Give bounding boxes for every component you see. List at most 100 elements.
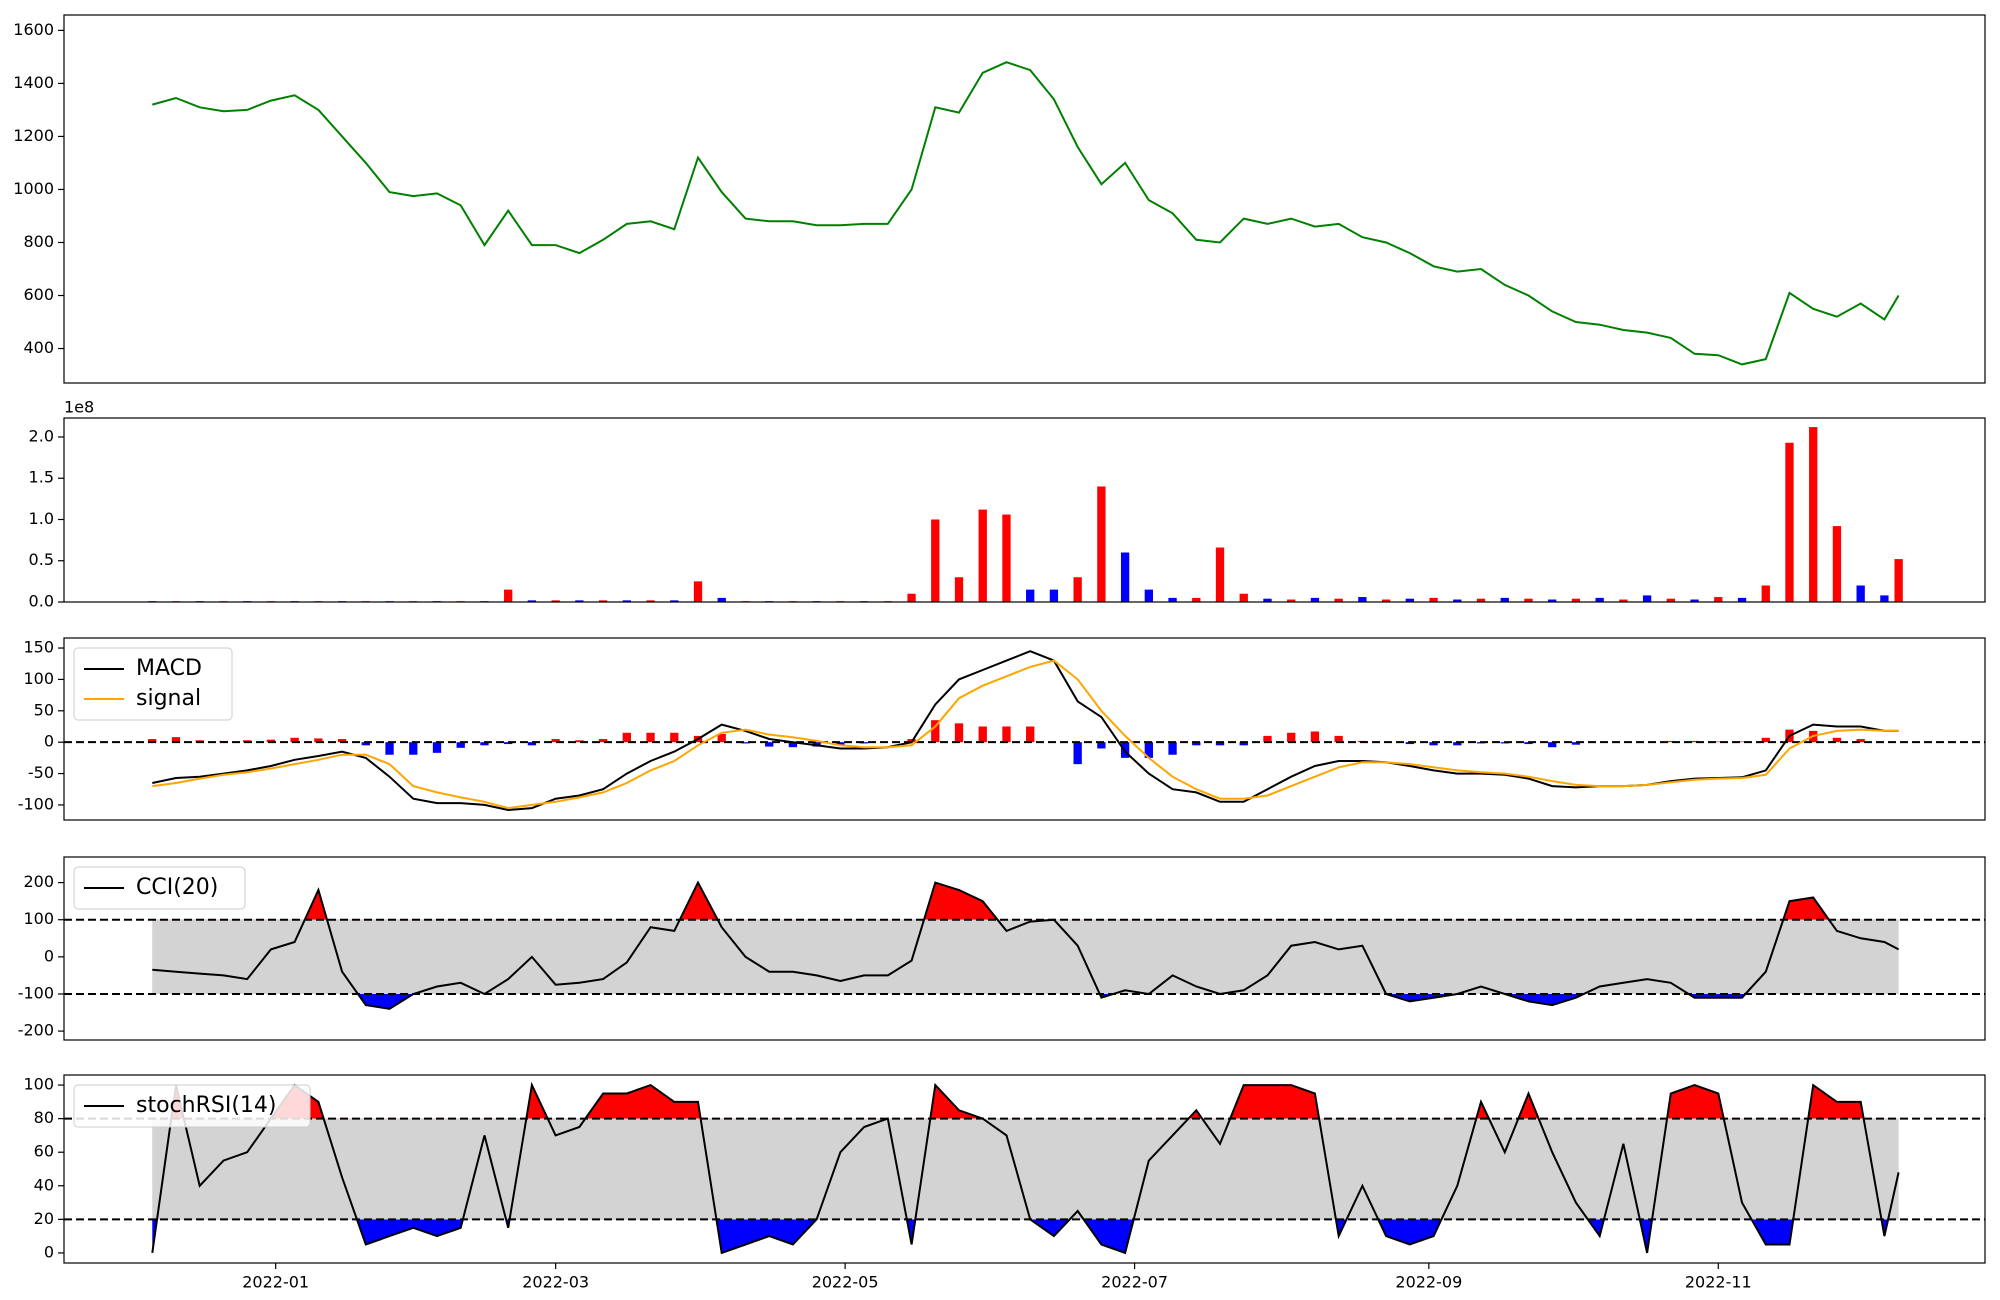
histogram-bar: [148, 739, 157, 743]
volume-bar: [1026, 589, 1035, 602]
x-tick-label: 2022-11: [1685, 1273, 1752, 1292]
histogram-bar: [266, 739, 276, 743]
y-tick-label: 1400: [13, 73, 54, 92]
volume-bar: [575, 600, 584, 602]
volume-bar: [1310, 597, 1320, 602]
axes-frame: [63, 417, 1986, 603]
histogram-bar: [1168, 742, 1177, 755]
y-tick-label: -100: [18, 983, 54, 1002]
legend-label: signal: [136, 686, 201, 711]
y-tick-label: 40: [34, 1175, 54, 1194]
y-tick-label: 1000: [13, 179, 54, 198]
volume-bar: [1880, 595, 1889, 602]
plot-area: [64, 880, 1985, 1010]
y-tick-label: 0: [44, 946, 54, 965]
oversold-fill: [152, 993, 1899, 1009]
histogram-bar: [741, 742, 750, 744]
y-tick-label: -50: [28, 763, 54, 782]
volume-bar: [646, 600, 655, 602]
axes-frame: [63, 637, 1986, 821]
histogram-bar: [1287, 732, 1296, 743]
volume-bar: [1548, 599, 1557, 602]
y-tick-label: 20: [34, 1209, 54, 1228]
histogram-bar: [527, 742, 537, 746]
histogram-bar: [1097, 742, 1106, 749]
histogram-bar: [1073, 742, 1082, 765]
histogram-bar: [646, 732, 655, 743]
histogram-bar: [1192, 742, 1201, 746]
y-offset-label: 1e8: [64, 398, 94, 417]
histogram-bar: [480, 742, 489, 746]
y-tick-label: 1.0: [29, 509, 54, 528]
histogram-bar: [1856, 739, 1865, 743]
histogram-bar: [1453, 742, 1462, 746]
histogram-bar: [1263, 735, 1272, 743]
axes-frame: [63, 14, 1986, 384]
volume-bar: [1785, 442, 1794, 602]
plot-area: [152, 61, 1900, 366]
histogram-bar: [670, 732, 679, 743]
histogram-bar: [1832, 737, 1842, 743]
legend-label: stochRSI(14): [136, 1093, 277, 1118]
volume-bar: [1263, 598, 1272, 602]
histogram-bar: [1334, 735, 1343, 743]
y-tick-label: 0.5: [29, 550, 54, 569]
volume-bar: [1619, 599, 1628, 602]
legend-label: MACD: [136, 656, 202, 681]
volume-bar: [1002, 514, 1011, 602]
volume-bar: [1334, 598, 1343, 602]
axes-frame: [63, 856, 1986, 1041]
volume-bar: [1453, 599, 1462, 602]
y-tick-label: 0.0: [29, 592, 54, 611]
histogram-bar: [456, 742, 465, 748]
volume-bar: [1073, 577, 1082, 602]
volume-bar: [954, 577, 964, 602]
y-tick-label: 1600: [13, 20, 54, 39]
histogram-bar: [361, 742, 370, 746]
histogram-bar: [788, 742, 798, 748]
volume-bar: [1429, 597, 1438, 602]
volume-bar: [907, 593, 916, 602]
histogram-bar: [954, 723, 964, 743]
histogram-bar: [337, 739, 347, 743]
y-tick-label: 60: [34, 1142, 54, 1161]
histogram-bar: [1737, 741, 1747, 743]
volume-bar: [1287, 599, 1296, 602]
histogram-bar: [409, 742, 418, 755]
volume-bar: [1144, 589, 1153, 602]
x-tick-label: 2022-09: [1395, 1273, 1462, 1292]
y-tick-label: 1200: [13, 126, 54, 145]
series-line: [152, 659, 1899, 810]
legend-box: [73, 866, 246, 910]
histogram-bar: [171, 737, 181, 743]
volume-bar: [693, 581, 703, 602]
histogram-bar: [575, 740, 584, 743]
volume-bar: [1358, 597, 1367, 602]
histogram-bar: [1144, 742, 1153, 758]
legend-label: CCI(20): [136, 875, 218, 900]
neutral-band: [152, 919, 1899, 994]
histogram-bar: [1215, 742, 1225, 746]
volume-bar: [931, 519, 940, 602]
histogram-bar: [931, 720, 940, 743]
histogram-bar: [551, 739, 560, 743]
histogram-bar: [859, 742, 869, 744]
y-tick-label: 1.5: [29, 468, 54, 487]
y-tick-label: 400: [23, 338, 54, 357]
volume-bar: [1666, 598, 1675, 602]
histogram-bar: [385, 742, 394, 755]
histogram-bar: [314, 738, 323, 743]
volume-bar: [1737, 597, 1747, 602]
plot-area: [64, 1081, 1985, 1255]
histogram-bar: [1310, 731, 1320, 743]
volume-bar: [504, 589, 513, 602]
volume-bar: [527, 600, 537, 602]
volume-bar: [1856, 585, 1865, 602]
y-tick-label: 80: [34, 1108, 54, 1127]
volume-bar: [1381, 599, 1391, 602]
histogram-bar: [598, 739, 608, 743]
series-line: [151, 1081, 1900, 1255]
histogram-bar: [1571, 742, 1581, 745]
